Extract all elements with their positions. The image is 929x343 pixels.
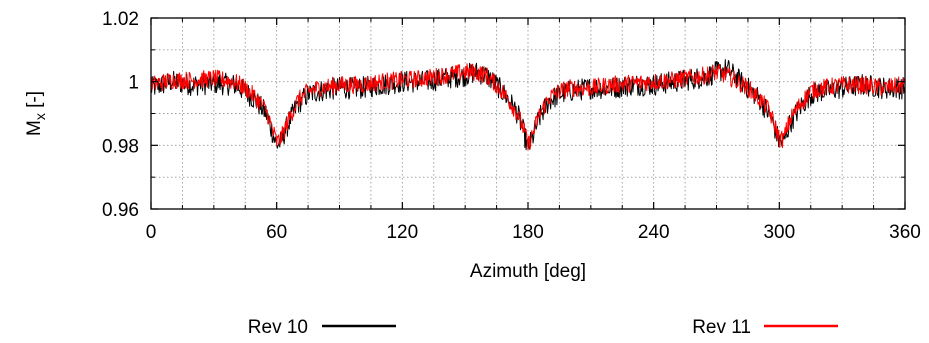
- series-line-0: [150, 59, 906, 151]
- x-tick-label: 360: [889, 222, 921, 243]
- x-tick-label: 300: [763, 222, 795, 243]
- series-layer: [150, 59, 906, 151]
- legend: Rev 10 Rev 11: [248, 317, 838, 338]
- legend-label-rev-11: Rev 11: [692, 317, 751, 338]
- ticks: [150, 17, 906, 210]
- x-tick-label: 180: [512, 222, 544, 243]
- x-tick-label: 0: [146, 222, 157, 243]
- y-tick-label: 0.96: [102, 200, 139, 221]
- y-tick-label: 1.02: [102, 9, 139, 30]
- y-axis-label: Mx [-]: [24, 91, 48, 136]
- x-tick-label: 240: [638, 222, 670, 243]
- tick-labels: 0 60 120 180 240 300 360 0.96 0.98 1 1.02: [102, 9, 921, 243]
- y-axis-label-main: M: [24, 120, 45, 136]
- y-tick-label: 1: [128, 73, 139, 94]
- x-axis-label: Azimuth [deg]: [470, 261, 586, 282]
- y-tick-label: 0.98: [102, 136, 139, 157]
- y-axis-label-subscript: x: [32, 113, 48, 120]
- x-tick-label: 60: [266, 222, 287, 243]
- x-tick-label: 120: [386, 222, 418, 243]
- series-line-1: [150, 63, 906, 151]
- y-axis-label-suffix: [-]: [24, 91, 45, 113]
- legend-label-rev-10: Rev 10: [248, 317, 308, 338]
